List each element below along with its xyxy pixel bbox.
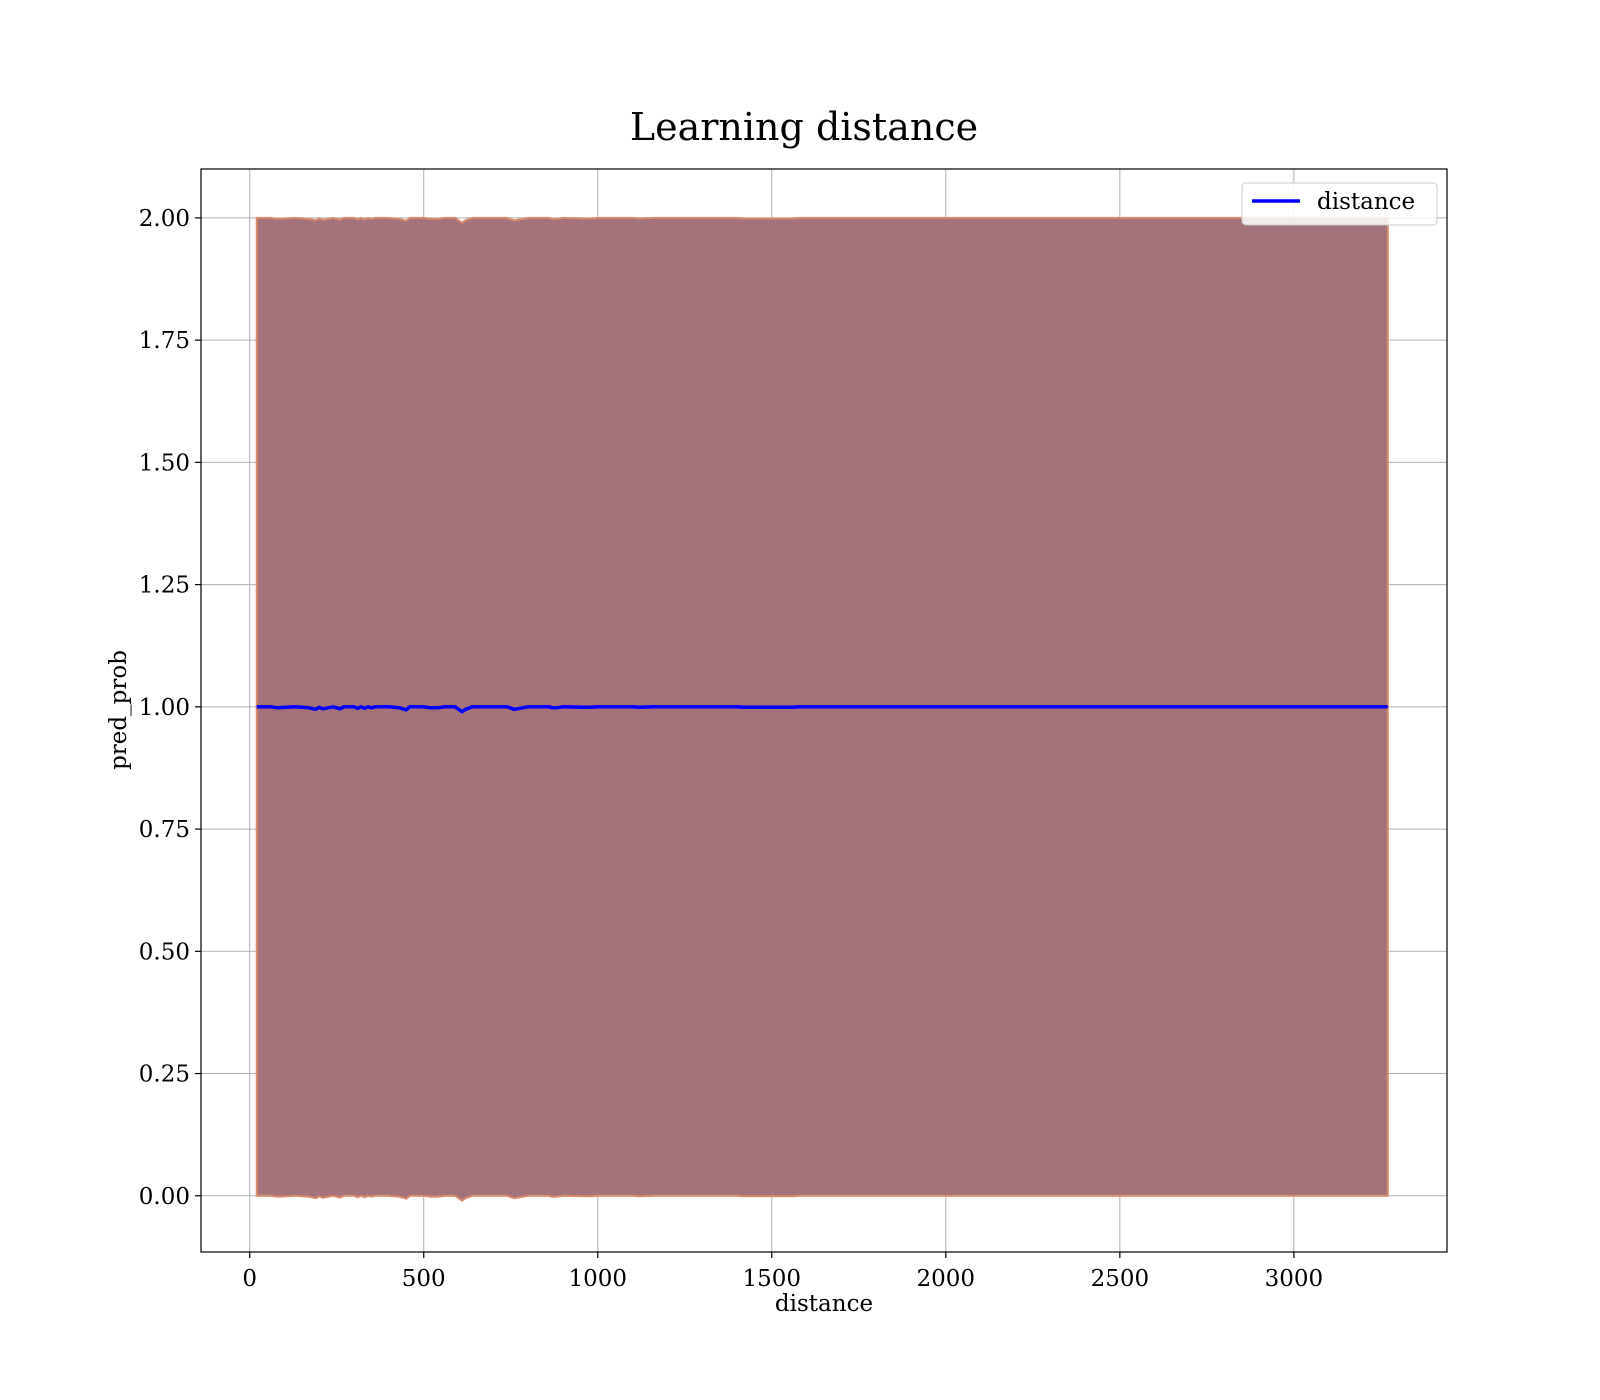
legend: distance <box>1241 182 1438 226</box>
x-tick-label: 1500 <box>743 1266 802 1292</box>
plot-area-frame <box>200 168 1448 1253</box>
y-tick-label: 0.25 <box>139 1062 190 1088</box>
y-tick-label: 0.50 <box>139 939 190 965</box>
legend-box <box>1241 182 1438 226</box>
x-tick-label: 0 <box>242 1266 257 1292</box>
chart-title: Learning distance <box>630 105 978 149</box>
y-tick-label: 1.00 <box>139 695 190 721</box>
x-tick-label: 1000 <box>568 1266 627 1292</box>
y-tick-label: 1.75 <box>139 328 190 354</box>
band-area <box>255 216 1389 1202</box>
x-axis-label: distance <box>775 1291 873 1317</box>
series-lines <box>256 705 1388 714</box>
y-tick-label: 0.00 <box>139 1184 190 1210</box>
y-tick-label: 1.50 <box>139 450 190 476</box>
x-tick-label: 500 <box>402 1266 446 1292</box>
x-tick-label: 2000 <box>917 1266 976 1292</box>
legend-label: distance <box>1317 189 1415 215</box>
x-tick-label: 2500 <box>1091 1266 1150 1292</box>
confidence-band <box>255 216 1389 1202</box>
x-axis-ticks: 0 500 1000 1500 2000 2500 3000 <box>242 1252 1323 1292</box>
y-tick-label: 0.75 <box>139 817 190 843</box>
y-axis-label: pred_prob <box>106 650 132 770</box>
series-line-0 <box>256 705 1388 714</box>
x-tick-label: 3000 <box>1265 1266 1324 1292</box>
y-tick-label: 1.25 <box>139 573 190 599</box>
y-tick-label: 2.00 <box>139 206 190 232</box>
y-axis-ticks: 0.00 0.25 0.50 0.75 1.00 1.25 1.50 1.75 2.00 <box>139 206 201 1210</box>
